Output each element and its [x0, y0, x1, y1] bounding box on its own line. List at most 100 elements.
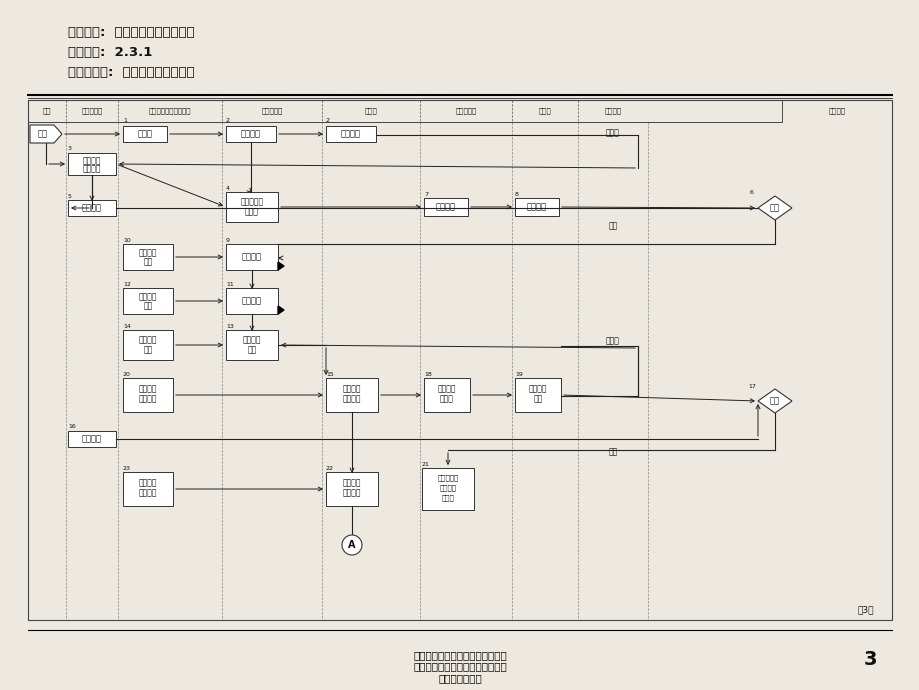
Text: 前期准备: 前期准备 [343, 489, 361, 497]
Text: 6: 6 [749, 190, 753, 195]
Text: 17: 17 [747, 384, 755, 388]
Text: 18: 18 [424, 371, 431, 377]
Bar [325, 472, 378, 506]
Bar [226, 244, 278, 270]
Text: 7: 7 [424, 192, 427, 197]
Text: 图纸会审: 图纸会审 [341, 130, 360, 139]
Text: 测量手续: 测量手续 [139, 489, 157, 497]
Bar [68, 153, 116, 175]
Text: 未通过: 未通过 [606, 337, 619, 346]
Text: 临水电及: 临水电及 [139, 478, 157, 488]
Text: 工程招标: 工程招标 [242, 297, 262, 306]
Circle shape [342, 535, 361, 555]
Text: 16: 16 [68, 424, 75, 429]
Text: 流程编号:  2.3.1: 流程编号: 2.3.1 [68, 46, 153, 59]
Text: 合同: 合同 [247, 346, 256, 355]
Text: 计划: 计划 [533, 395, 542, 404]
Text: 流程拥有者:  工程管理部及项目部: 流程拥有者: 工程管理部及项目部 [68, 66, 195, 79]
Text: 及移交: 及移交 [441, 495, 454, 502]
Text: 前期拓展部规划技术部: 前期拓展部规划技术部 [149, 108, 191, 115]
Text: 9: 9 [226, 237, 230, 242]
Text: 销售部: 销售部 [538, 108, 550, 115]
Polygon shape [757, 389, 791, 413]
Text: 编制项目实: 编制项目实 [240, 197, 263, 206]
Text: 审核备案: 审核备案 [82, 204, 102, 213]
Bar [515, 378, 561, 412]
Bar [325, 126, 376, 142]
Text: 4: 4 [226, 186, 230, 190]
Text: 意见汇总: 意见汇总 [83, 164, 101, 173]
Bar [28, 100, 781, 122]
Text: 22: 22 [325, 466, 334, 471]
Text: 审批: 审批 [769, 204, 779, 213]
Text: 手续: 手续 [143, 302, 153, 310]
Text: 资金流: 资金流 [439, 395, 453, 404]
Bar [325, 378, 378, 412]
Text: 10: 10 [123, 237, 130, 242]
Text: 审核备案: 审核备案 [82, 435, 102, 444]
Text: 天津泰丰工业园投资（集团）有限
公司组织结构及流程设计报告工程
管理部及项目部: 天津泰丰工业园投资（集团）有限 公司组织结构及流程设计报告工程 管理部及项目部 [413, 650, 506, 683]
Text: 3: 3 [862, 650, 876, 669]
Bar [424, 198, 468, 216]
Text: 1: 1 [123, 119, 127, 124]
Bar [123, 330, 173, 360]
Bar [424, 378, 470, 412]
Text: 签定施工: 签定施工 [243, 335, 261, 344]
Text: 14: 14 [123, 324, 130, 328]
Text: 通过: 通过 [607, 448, 617, 457]
Bar [226, 330, 278, 360]
Polygon shape [278, 306, 284, 314]
Text: 23: 23 [123, 466, 130, 471]
Bar [68, 200, 116, 216]
Text: 施工图: 施工图 [137, 130, 153, 139]
Bar [226, 288, 278, 314]
Text: 20: 20 [123, 371, 130, 377]
Text: 投资计划: 投资计划 [436, 202, 456, 212]
Text: 施计划: 施计划 [244, 208, 258, 217]
Text: 第3页: 第3页 [857, 605, 874, 614]
Text: 12: 12 [123, 282, 130, 286]
Text: 2: 2 [226, 119, 230, 124]
Bar [226, 126, 276, 142]
Text: 监理招标: 监理招标 [242, 253, 262, 262]
Text: 13: 13 [226, 324, 233, 328]
Text: 高层领导: 高层领导 [828, 108, 845, 115]
Text: 施工详细: 施工详细 [528, 384, 547, 393]
Bar [515, 198, 559, 216]
Bar [28, 100, 891, 620]
Text: 通过: 通过 [607, 221, 617, 230]
Text: 时间: 时间 [42, 108, 51, 115]
Text: 战略发展部: 战略发展部 [81, 108, 103, 115]
Bar [123, 244, 173, 270]
Text: 5: 5 [68, 193, 72, 199]
Bar [422, 468, 473, 510]
Text: 2: 2 [325, 119, 330, 124]
Text: 未通过: 未通过 [606, 128, 619, 137]
Text: 3: 3 [68, 146, 72, 152]
Text: A: A [348, 540, 356, 550]
Polygon shape [30, 125, 62, 143]
Text: 19: 19 [515, 371, 522, 377]
Polygon shape [757, 196, 791, 220]
Text: 监理招标: 监理招标 [139, 248, 157, 257]
Text: 开始: 开始 [38, 130, 48, 139]
Text: 工期计划: 工期计划 [527, 202, 547, 212]
Text: 售楼处装: 售楼处装 [139, 384, 157, 393]
Text: 工程建设: 工程建设 [437, 384, 456, 393]
Text: 工程招标: 工程招标 [139, 293, 157, 302]
Text: 手续: 手续 [143, 257, 153, 266]
Text: 资金财务部: 资金财务部 [455, 108, 476, 115]
Text: 工程建设: 工程建设 [343, 478, 361, 488]
Text: 审批: 审批 [769, 397, 779, 406]
Bar [123, 378, 173, 412]
Text: 8: 8 [515, 192, 518, 197]
Text: 21: 21 [422, 462, 429, 466]
Text: 具体要求: 具体要求 [439, 484, 456, 491]
Bar [123, 126, 167, 142]
Bar [123, 288, 173, 314]
Text: 物业公司: 物业公司 [604, 108, 621, 115]
Text: 流程名称:  项目工程总体建设流程: 流程名称: 项目工程总体建设流程 [68, 26, 195, 39]
Bar [123, 472, 173, 506]
Text: 15: 15 [325, 371, 334, 377]
Text: 修设计图: 修设计图 [139, 395, 157, 404]
